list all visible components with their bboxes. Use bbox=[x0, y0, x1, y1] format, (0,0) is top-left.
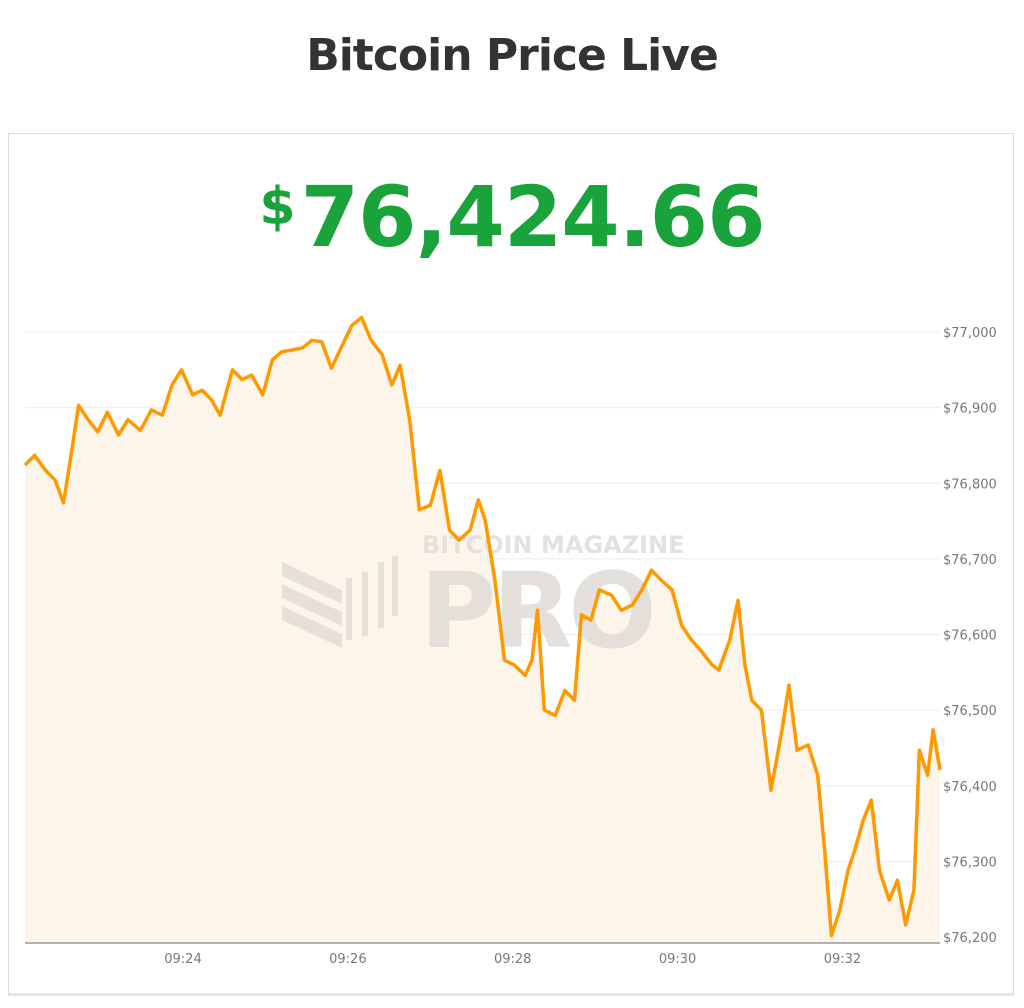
x-tick-label: 09:24 bbox=[164, 952, 201, 967]
y-tick-label: $76,800 bbox=[943, 477, 997, 492]
y-tick-label: $76,900 bbox=[943, 402, 997, 417]
chart-card bbox=[8, 133, 1014, 996]
y-tick-label: $76,500 bbox=[943, 704, 997, 719]
y-tick-label: $76,700 bbox=[943, 553, 997, 568]
page-title: Bitcoin Price Live bbox=[306, 30, 719, 81]
y-tick-label: $77,000 bbox=[943, 326, 997, 341]
y-tick-label: $76,300 bbox=[943, 855, 997, 870]
x-tick-label: 09:30 bbox=[659, 952, 696, 967]
y-tick-label: $76,200 bbox=[943, 931, 997, 946]
x-tick-label: 09:28 bbox=[494, 952, 531, 967]
currency-symbol: $ bbox=[259, 177, 295, 237]
price-value: 76,424.66 bbox=[300, 168, 766, 266]
price-area-fill bbox=[25, 317, 940, 944]
price-line bbox=[23, 315, 942, 938]
y-tick-label: $76,600 bbox=[943, 629, 997, 644]
x-tick-label: 09:26 bbox=[329, 952, 366, 967]
x-tick-label: 09:32 bbox=[824, 952, 861, 967]
y-tick-label: $76,400 bbox=[943, 780, 997, 795]
live-price: $76,424.66 bbox=[0, 168, 1024, 266]
